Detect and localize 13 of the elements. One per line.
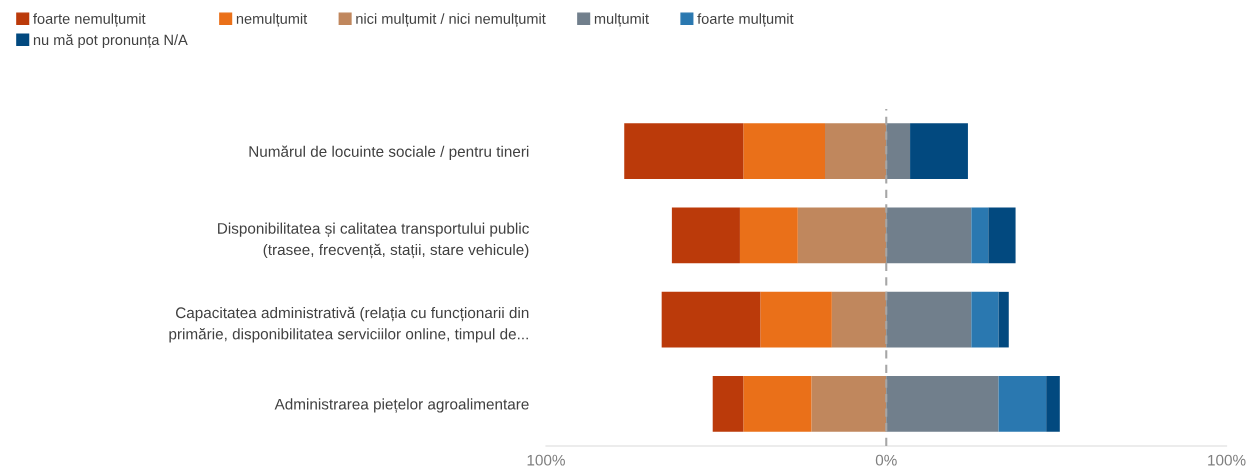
y-tick-label: Administrarea piețelor agroalimentare xyxy=(274,398,529,413)
legend-label: nu mă pot pronunța N/A xyxy=(33,34,188,48)
x-tick-label: 100% xyxy=(1208,454,1246,466)
y-tick-label: Disponibilitatea și calitatea transportului public (trasee, frecvență, stații, stare vehicule) xyxy=(218,222,529,259)
x-tick-label: 0% xyxy=(875,454,897,466)
x-tick-label: 100% xyxy=(527,454,565,466)
legend-label: mulțumit xyxy=(594,13,649,27)
y-tick-label: Numărul de locuinte sociale / pentru tineri xyxy=(249,145,529,160)
legend-label: nici mulțumit / nici nemulțumit xyxy=(356,13,546,27)
legend-label: foarte mulțumit xyxy=(697,13,794,27)
y-tick-label: Capacitatea administrativă (relația cu funcționarii din primărie, disponibilitatea serviciilor online, timpul de... xyxy=(169,306,529,343)
legend-label: foarte nemulțumit xyxy=(33,13,146,27)
legend-label: nemulțumit xyxy=(236,13,308,27)
